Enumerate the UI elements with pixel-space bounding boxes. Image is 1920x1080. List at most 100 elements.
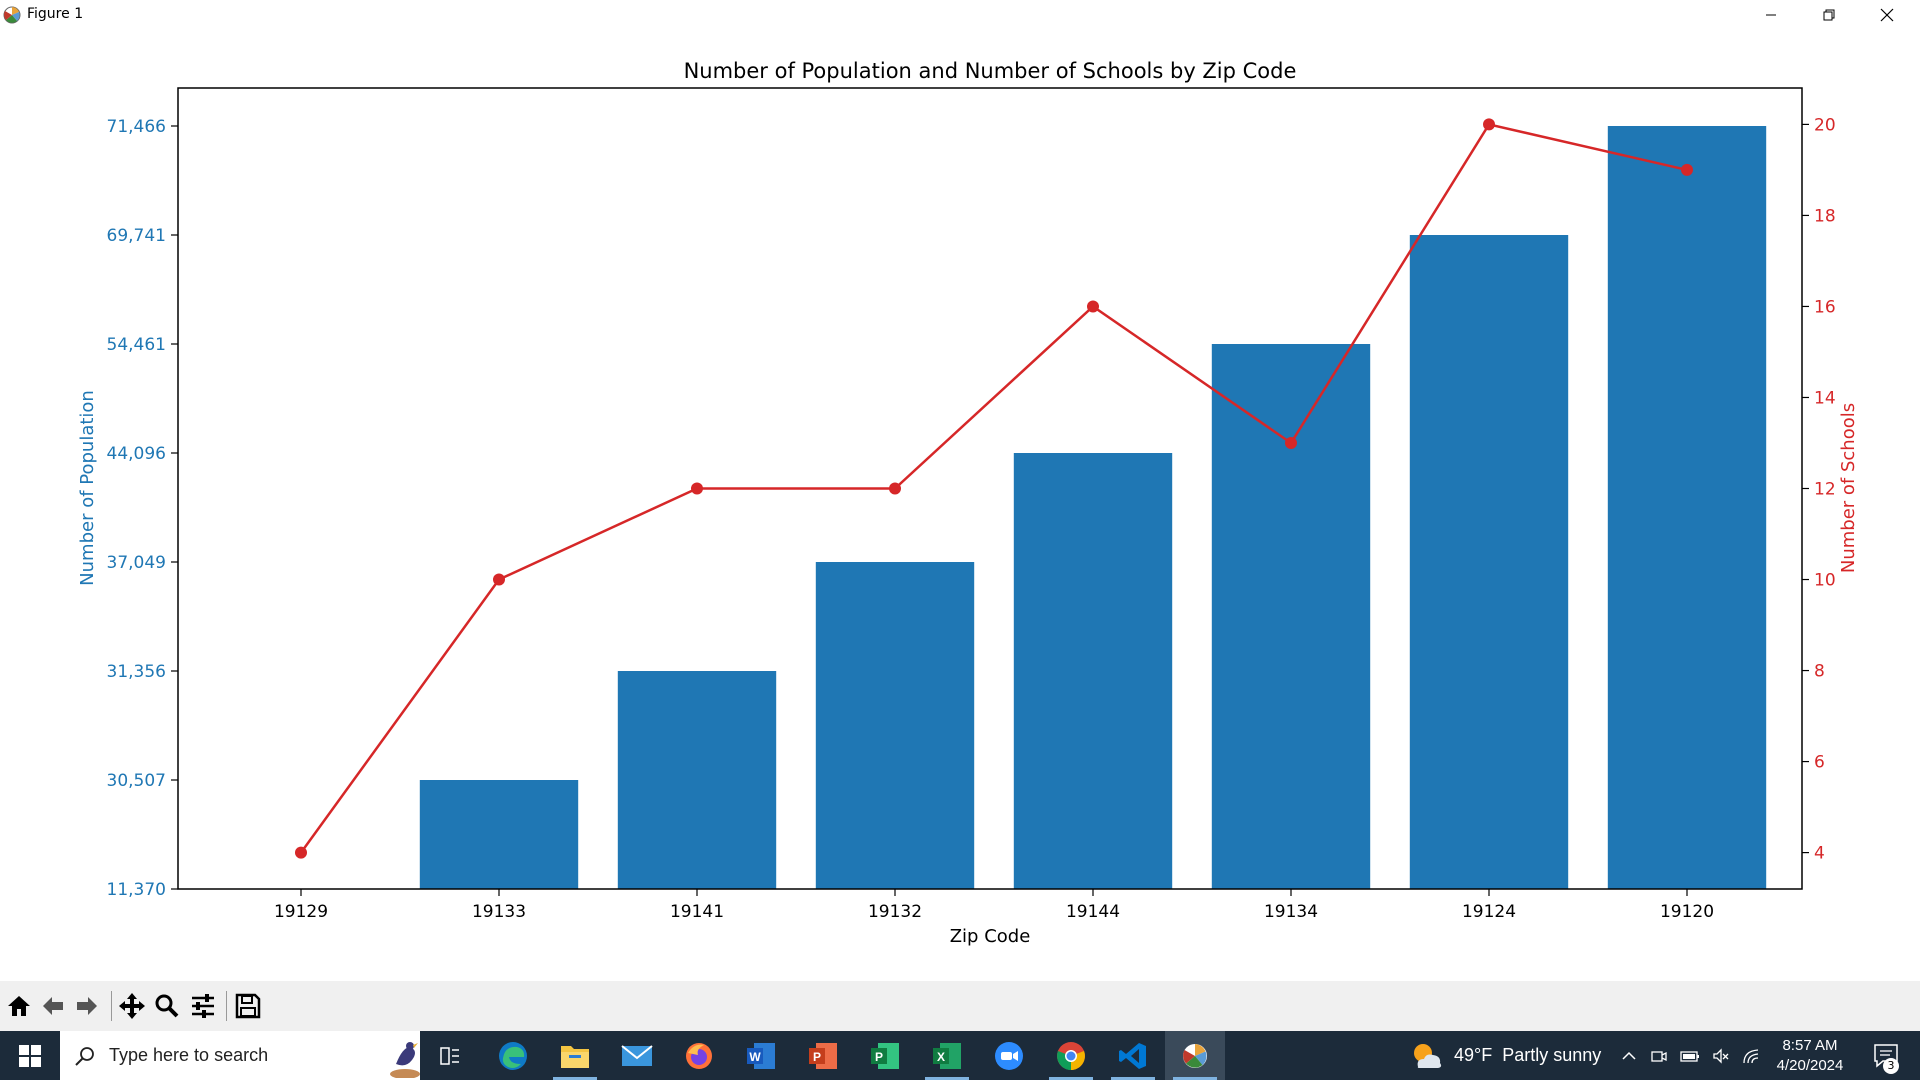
taskbar-app-edge[interactable]: [483, 1031, 543, 1080]
save-button[interactable]: [233, 991, 263, 1021]
task-view-button[interactable]: [420, 1031, 480, 1080]
svg-text:P: P: [813, 1050, 821, 1064]
left-axis-label: Number of Population: [77, 390, 98, 586]
window-title: Figure 1: [27, 6, 84, 22]
x-tick-label: 19129: [274, 902, 328, 922]
magnifier-icon: [155, 994, 179, 1018]
matplotlib-logo-icon: [1183, 1043, 1207, 1068]
partly-sunny-icon: [1414, 1043, 1442, 1068]
left-tick-label: 11,370: [107, 880, 166, 900]
notification-center-button[interactable]: [1866, 1041, 1906, 1071]
chrome-icon: [1057, 1041, 1085, 1070]
notification-count-badge: 3: [1883, 1058, 1899, 1074]
svg-text:W: W: [749, 1050, 761, 1064]
volume-muted-icon[interactable]: [1712, 1047, 1730, 1065]
running-indicator: [553, 1077, 597, 1080]
x-tick-label: 19124: [1462, 902, 1516, 922]
minimize-button[interactable]: [1742, 0, 1800, 30]
taskbar-app-excel[interactable]: X: [917, 1031, 977, 1080]
schools-point-19132: [889, 482, 901, 495]
right-tick-label: 18: [1814, 206, 1836, 226]
taskbar-app-project[interactable]: P: [855, 1031, 915, 1080]
toolbar-divider: [226, 991, 227, 1021]
bar-19141: [617, 671, 777, 889]
start-button[interactable]: [0, 1031, 60, 1080]
battery-icon[interactable]: [1680, 1047, 1700, 1065]
x-tick-label: 19133: [472, 902, 526, 922]
floppy-icon: [235, 993, 261, 1019]
navigation-toolbar: [0, 981, 1920, 1031]
home-button[interactable]: [4, 991, 34, 1021]
running-indicator: [1049, 1077, 1093, 1080]
weather-temp: 49°F: [1454, 1045, 1493, 1065]
pan-button[interactable]: [117, 991, 147, 1021]
running-indicator: [1111, 1077, 1155, 1080]
configure-subplots-button[interactable]: [188, 991, 218, 1021]
firefox-icon: [686, 1042, 712, 1069]
weather-widget[interactable]: 49°F Partly sunny: [1410, 1031, 1601, 1080]
restore-button[interactable]: [1800, 0, 1858, 30]
zoom-button[interactable]: [152, 991, 182, 1021]
x-tick-label: 19141: [670, 902, 724, 922]
schools-point-19133: [493, 573, 505, 586]
left-axis: 11,370 30,507 31,356 37,049 44,096 54,461 69,7…: [107, 117, 178, 900]
taskbar-app-mail[interactable]: [607, 1031, 667, 1080]
wifi-icon[interactable]: [1742, 1047, 1762, 1065]
svg-text:X: X: [937, 1050, 945, 1064]
search-highlight-bird-icon: [390, 1042, 420, 1078]
schools-point-19129: [295, 846, 307, 859]
forward-button[interactable]: [72, 991, 102, 1021]
left-tick-label: 69,741: [107, 226, 166, 246]
mail-icon: [621, 1044, 653, 1066]
right-tick-label: 10: [1814, 571, 1836, 591]
x-tick-label: 19132: [868, 902, 922, 922]
taskbar-app-chrome[interactable]: [1041, 1031, 1101, 1080]
clock-date: 4/20/2024: [1776, 1057, 1844, 1074]
chevron-up-icon[interactable]: [1620, 1047, 1638, 1065]
arrow-left-icon: [43, 997, 63, 1015]
right-tick-label: 12: [1814, 480, 1836, 500]
running-indicator: [1173, 1077, 1217, 1080]
left-tick-label: 37,049: [107, 553, 166, 573]
schools-point-19120: [1681, 163, 1693, 176]
right-tick-label: 6: [1814, 753, 1825, 773]
title-bar: Figure 1: [0, 0, 1920, 30]
windows-taskbar: Type here to search W P P X: [0, 1031, 1920, 1080]
schools-point-19124: [1483, 118, 1495, 131]
back-button[interactable]: [38, 991, 68, 1021]
windows-logo-icon: [19, 1044, 41, 1067]
folder-icon: [561, 1045, 589, 1068]
meet-now-icon[interactable]: [1650, 1047, 1668, 1065]
taskbar-app-matplotlib-figure[interactable]: [1165, 1031, 1225, 1080]
svg-text:P: P: [875, 1050, 883, 1064]
figure-window: Figure 1 Number of Population and Number…: [0, 0, 1920, 1031]
running-indicator: [925, 1077, 969, 1080]
taskbar-search-box[interactable]: Type here to search: [60, 1031, 420, 1080]
right-tick-label: 8: [1814, 662, 1825, 682]
line-layer: [295, 118, 1693, 859]
right-axis-label: Number of Schools: [1838, 403, 1859, 573]
home-icon: [8, 996, 30, 1016]
arrow-right-icon: [77, 997, 97, 1015]
left-tick-label: 30,507: [107, 771, 166, 791]
x-axis: 19129 19133 19141 19132 19144 19134 19124 19120: [274, 889, 1714, 922]
left-tick-label: 31,356: [107, 662, 166, 682]
taskbar-app-word[interactable]: W: [731, 1031, 791, 1080]
task-view-icon: [440, 1046, 459, 1065]
taskbar-app-vscode[interactable]: [1103, 1031, 1163, 1080]
minimize-icon: [1766, 14, 1776, 16]
close-button[interactable]: [1858, 0, 1916, 30]
left-tick-label: 44,096: [107, 444, 166, 464]
bar-19134: [1211, 344, 1371, 889]
taskbar-app-powerpoint[interactable]: P: [793, 1031, 853, 1080]
weather-condition: Partly sunny: [1502, 1045, 1602, 1065]
taskbar-app-zoom[interactable]: [979, 1031, 1039, 1080]
vscode-icon: [1119, 1042, 1146, 1069]
taskbar-clock[interactable]: 8:57 AM 4/20/2024: [1760, 1036, 1860, 1076]
right-tick-label: 20: [1814, 115, 1836, 135]
taskbar-app-firefox[interactable]: [669, 1031, 729, 1080]
right-tick-label: 4: [1814, 844, 1825, 864]
taskbar-app-file-explorer[interactable]: [545, 1031, 605, 1080]
chart-title: Number of Population and Number of Schoo…: [684, 59, 1297, 83]
schools-point-19141: [691, 482, 703, 495]
